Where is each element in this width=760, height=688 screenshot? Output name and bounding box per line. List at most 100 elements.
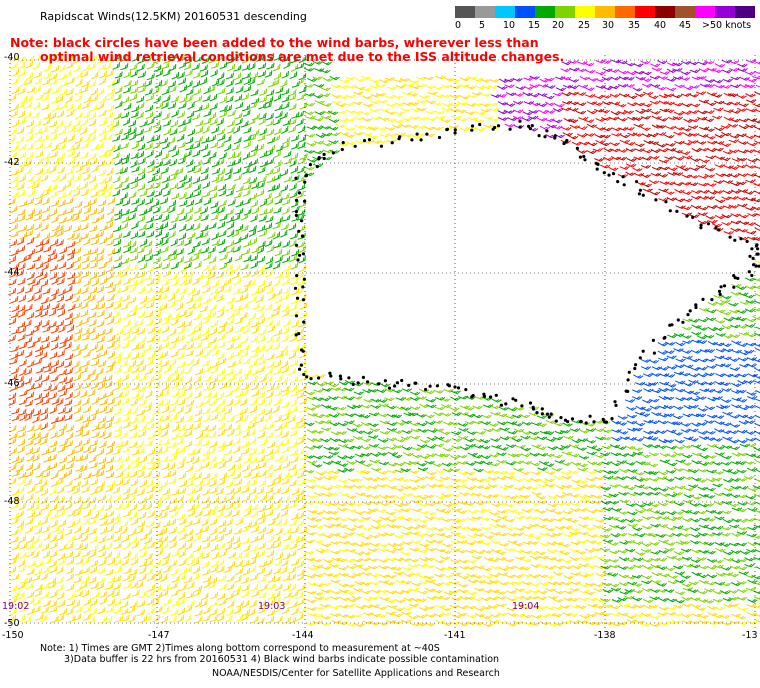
wind-barb (42, 53, 51, 62)
wind-barb (755, 415, 760, 419)
wind-barb (130, 79, 139, 87)
wind-barb (745, 222, 756, 226)
wind-barb (155, 223, 164, 231)
wind-barb (707, 414, 718, 419)
wind-barb (351, 595, 363, 600)
wind-barb (41, 397, 50, 406)
wind-barb (634, 102, 645, 107)
wind-barb (569, 527, 581, 532)
wind-barb (290, 303, 298, 311)
wind-barb (99, 526, 108, 535)
wind-barb (74, 87, 83, 96)
wind-barb (65, 551, 74, 559)
wind-barb (723, 116, 735, 121)
wind-barb (90, 261, 99, 269)
wind-barb (82, 166, 90, 175)
wind-barb (264, 413, 272, 422)
wind-barb (690, 157, 701, 162)
wind-barb (697, 116, 708, 121)
wind-barb (73, 277, 82, 285)
wind-barb (370, 404, 382, 409)
wind-barb (731, 158, 743, 162)
wind-barb (322, 77, 333, 82)
wind-barb (107, 286, 116, 294)
wind-barb (17, 69, 26, 77)
wind-barb (200, 246, 209, 254)
wind-barb (355, 459, 366, 464)
wind-barb (595, 71, 606, 76)
wind-barb (34, 135, 43, 143)
wind-barb (64, 480, 73, 487)
wind-barb (138, 430, 146, 438)
wind-barb (386, 524, 398, 529)
wind-barb (64, 502, 73, 510)
wind-barb (296, 241, 305, 248)
wind-barb (243, 470, 252, 478)
wind-barb (322, 387, 333, 392)
wind-barb (513, 92, 524, 97)
wind-barb (90, 343, 98, 352)
wind-barb (455, 108, 467, 114)
wind-barb (496, 550, 507, 555)
wind-barb (290, 166, 299, 174)
wind-barb (67, 303, 76, 312)
wind-barb (423, 575, 435, 580)
wind-barb (122, 487, 131, 495)
wind-barb (675, 459, 686, 464)
wind-barb (26, 237, 35, 245)
wind-barb (146, 375, 154, 384)
wind-barb (75, 414, 84, 422)
wind-barb (162, 206, 171, 214)
wind-barb (426, 471, 437, 476)
wind-barb (394, 111, 405, 116)
wind-barb (105, 112, 114, 120)
wind-barb (297, 125, 306, 134)
wind-barb (63, 120, 72, 128)
wind-barb (528, 115, 539, 120)
wind-barb (50, 190, 58, 198)
wind-barb (578, 516, 590, 521)
wind-barb (609, 142, 620, 147)
wind-barb (59, 456, 67, 464)
wind-barb (664, 156, 675, 160)
wind-barb (714, 134, 726, 138)
wind-barb (409, 391, 421, 396)
wind-barb (619, 133, 631, 139)
wind-barb (688, 589, 699, 593)
wind-barb (120, 257, 130, 265)
wind-barb (185, 88, 194, 96)
wind-barb (681, 191, 693, 195)
wind-barb (602, 68, 613, 73)
wind-barb (408, 79, 419, 84)
wind-barb (403, 461, 414, 466)
wind-barb (83, 95, 92, 104)
wind-barb (91, 278, 99, 287)
wind-barb (73, 496, 82, 505)
wind-barb (504, 526, 516, 531)
wind-barb (95, 254, 104, 262)
wind-barb (112, 62, 120, 70)
wind-barb (299, 453, 308, 461)
wind-barb (375, 83, 387, 88)
wind-barb (171, 488, 180, 496)
wind-barb (176, 208, 185, 216)
wind-barb (657, 502, 669, 507)
wind-barb (32, 62, 41, 70)
wind-barb (216, 271, 225, 279)
wind-barb (736, 580, 747, 585)
wind-barb (40, 279, 49, 288)
wind-barb (23, 253, 32, 261)
wind-barb (74, 503, 83, 512)
wind-barb (651, 516, 662, 520)
wind-barb (202, 181, 210, 189)
wind-barb (586, 101, 598, 105)
wind-barb (649, 541, 660, 546)
wind-barb (587, 460, 598, 466)
wind-barb (179, 174, 187, 183)
wind-barb (56, 254, 65, 262)
wind-barb (89, 439, 98, 447)
wind-barb (273, 150, 281, 159)
wind-barb (723, 230, 734, 235)
wind-barb (641, 575, 653, 580)
wind-barb (747, 526, 758, 531)
